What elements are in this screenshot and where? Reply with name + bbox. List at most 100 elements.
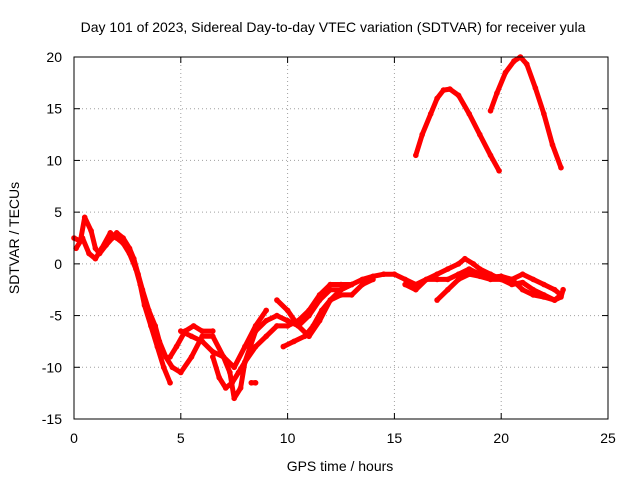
data-point [284,317,291,324]
data-point [291,338,297,345]
data-point [210,333,216,340]
data-point [445,276,451,283]
data-point [511,58,517,64]
data-point [434,276,440,283]
data-point [423,276,430,283]
data-point [434,297,440,303]
data-point [440,87,447,93]
series-track-2 [73,230,173,386]
series-track-11 [413,86,502,174]
data-point [359,276,366,283]
data-point [188,333,195,340]
data-point [551,297,558,303]
data-point [199,333,205,340]
data-point [558,292,564,298]
data-point [338,292,344,298]
data-point [252,343,259,350]
data-point [237,385,244,391]
data-point [494,90,500,96]
data-point [560,286,566,293]
plot-frame [73,56,609,420]
data-point [530,292,536,298]
data-point [530,286,536,293]
data-point [252,380,259,386]
data-point [316,292,323,298]
x-axis-label: GPS time / hours [287,458,394,474]
data-point [173,343,180,350]
data-point [86,250,92,257]
data-point [79,235,86,241]
data-point [455,276,462,283]
x-tick-label: 5 [177,430,185,446]
axis-ticks: 0 5 10 15 20 25 -15 -10 -5 0 5 10 15 20 [42,49,616,446]
y-tick-label: -5 [50,308,63,324]
data-point [235,369,242,376]
data-point [455,261,462,267]
data-point [242,359,248,365]
data-point [541,294,547,300]
y-tick-label: -10 [42,359,62,375]
data-point [466,111,473,117]
data-point [498,273,505,280]
data-point [327,281,334,288]
data-point [178,369,184,376]
data-point [263,333,270,340]
data-point [88,228,94,234]
data-point [231,364,237,371]
data-point [338,286,344,293]
data-point [413,286,419,293]
data-point [502,69,509,76]
data-point [327,297,334,303]
x-tick-label: 25 [600,430,616,446]
data-point [348,281,355,288]
data-point [199,328,205,334]
data-point [496,168,502,174]
data-point [73,245,79,252]
data-point [413,152,419,159]
data-point [519,286,526,293]
data-point [137,281,143,288]
data-point [280,343,287,350]
data-point [227,369,233,376]
data-point [160,364,167,371]
data-point [477,266,483,272]
data-point [133,266,139,272]
data-point [284,323,291,329]
data-point [252,328,259,334]
data-point [306,307,312,314]
data-point [92,255,99,262]
data-point [141,302,148,309]
data-point [370,276,376,283]
x-tick-label: 10 [280,430,296,446]
data-series [71,54,566,402]
y-tick-label: 10 [46,152,62,168]
data-point [487,274,494,281]
data-point [190,323,197,329]
data-point [477,271,483,278]
data-point [274,297,280,303]
data-point [99,245,105,252]
data-point [427,111,434,117]
data-point [455,271,462,278]
data-point [551,286,558,293]
data-point [107,230,114,236]
data-point [301,333,308,340]
data-point [310,323,317,329]
data-point [199,338,205,345]
data-point [549,142,556,148]
data-point [263,307,270,314]
data-point [466,266,473,272]
data-point [167,354,173,360]
data-point [284,307,291,314]
data-point [274,323,280,329]
data-point [169,364,176,371]
data-point [178,328,184,334]
data-point [263,317,270,324]
data-point [220,354,227,360]
y-tick-label: -15 [42,411,62,427]
data-point [216,374,222,381]
data-point [402,281,408,288]
data-point [210,354,216,360]
data-point [274,312,280,319]
